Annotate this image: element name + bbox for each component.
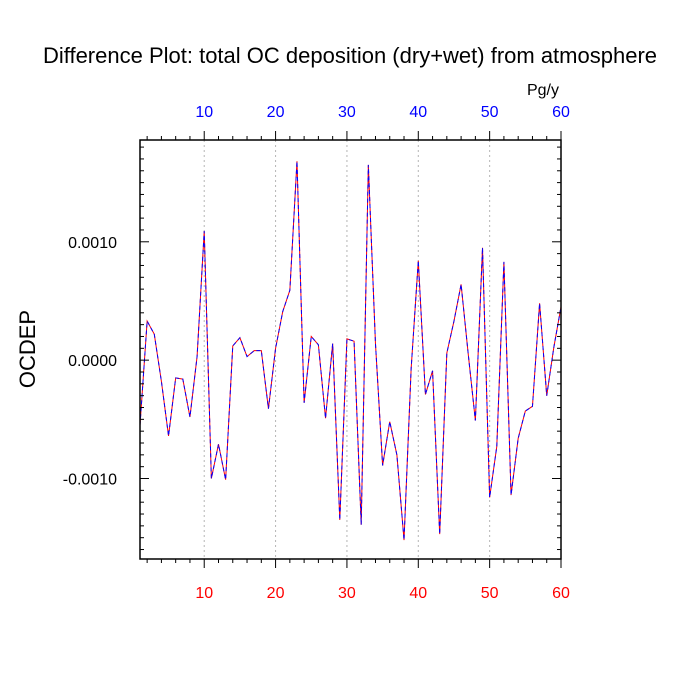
series-line-red — [139, 161, 562, 541]
y-tick-label: 0.0010 — [68, 235, 117, 252]
x-tick-label-top: 50 — [481, 104, 499, 121]
x-tick-label-top: 20 — [267, 104, 285, 121]
x-tick-label-bottom: 10 — [195, 585, 213, 602]
x-tick-label-top: 10 — [195, 104, 213, 121]
series-line-blue — [139, 161, 562, 541]
y-tick-label: 0.0000 — [68, 353, 117, 370]
chart-title: Difference Plot: total OC deposition (dr… — [43, 43, 657, 68]
plot-frame — [139, 139, 562, 560]
x-tick-label-bottom: 40 — [409, 585, 427, 602]
tick-labels: 10 10 20 20 30 30 40 40 50 50 60 60 -0.0010 0.0000 0.0… — [63, 104, 570, 602]
series-lines — [139, 161, 562, 541]
x-tick-label-bottom: 60 — [552, 585, 570, 602]
x-tick-label-bottom: 50 — [481, 585, 499, 602]
x-tick-label-bottom: 20 — [267, 585, 285, 602]
x-tick-label-bottom: 30 — [338, 585, 356, 602]
x-tick-label-top: 40 — [409, 104, 427, 121]
x-tick-label-top: 60 — [552, 104, 570, 121]
x-tick-label-top: 30 — [338, 104, 356, 121]
y-tick-label: -0.0010 — [63, 472, 117, 489]
y-axis-label: OCDEP — [15, 310, 40, 388]
axes — [139, 131, 562, 568]
units-label: Pg/y — [527, 82, 559, 99]
